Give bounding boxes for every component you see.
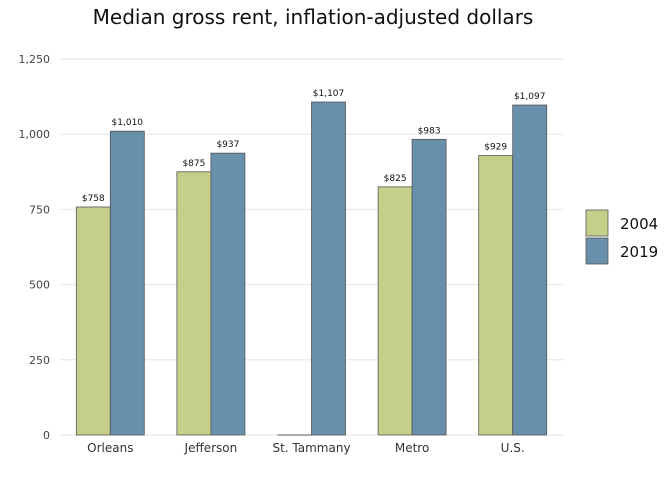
value-label: $983 xyxy=(418,126,441,136)
legend: 2004 2019 xyxy=(585,209,658,265)
bar-2004 xyxy=(478,155,514,436)
value-label: $1,010 xyxy=(112,118,144,128)
category-label: Metro xyxy=(395,441,429,455)
category-label: St. Tammany xyxy=(272,441,350,455)
legend-swatch-2019 xyxy=(585,237,609,265)
value-label: $825 xyxy=(384,174,407,184)
y-tick-label: 750 xyxy=(29,203,50,216)
value-labels: $758 $1,010 $875 $937 $1,107 $825 $983 $929 $1,0… xyxy=(82,89,546,204)
value-label: $758 xyxy=(82,194,105,204)
x-axis-categories: Orleans Jefferson St. Tammany Metro U.S. xyxy=(87,441,525,455)
category-label: U.S. xyxy=(501,441,525,455)
bar-2019 xyxy=(411,138,447,436)
value-label: $1,107 xyxy=(313,89,345,99)
bar-2019 xyxy=(311,101,346,436)
bar-2004 xyxy=(377,186,413,436)
category-label: Orleans xyxy=(87,441,133,455)
y-tick-label: 500 xyxy=(29,279,50,292)
bar-2004 xyxy=(75,206,111,436)
value-label: $937 xyxy=(216,140,239,150)
legend-swatch-2004 xyxy=(585,209,609,237)
value-label: $875 xyxy=(182,159,205,169)
bar-2019 xyxy=(210,152,246,436)
y-axis-ticks: 0 250 500 750 1,000 1,250 xyxy=(19,53,51,442)
value-label: $1,097 xyxy=(514,92,546,102)
bar-2019 xyxy=(109,130,145,436)
y-tick-label: 0 xyxy=(43,429,50,442)
bars xyxy=(75,101,548,436)
bar-2019 xyxy=(512,104,548,436)
legend-label: 2019 xyxy=(620,243,658,261)
y-tick-label: 1,250 xyxy=(19,53,51,66)
bar-2004 xyxy=(176,171,212,436)
category-label: Jefferson xyxy=(184,441,238,455)
y-tick-label: 250 xyxy=(29,354,50,367)
chart-title: Median gross rent, inflation-adjusted do… xyxy=(93,5,534,29)
y-tick-label: 1,000 xyxy=(19,128,51,141)
legend-label: 2004 xyxy=(620,215,658,233)
value-label: $929 xyxy=(484,143,507,153)
